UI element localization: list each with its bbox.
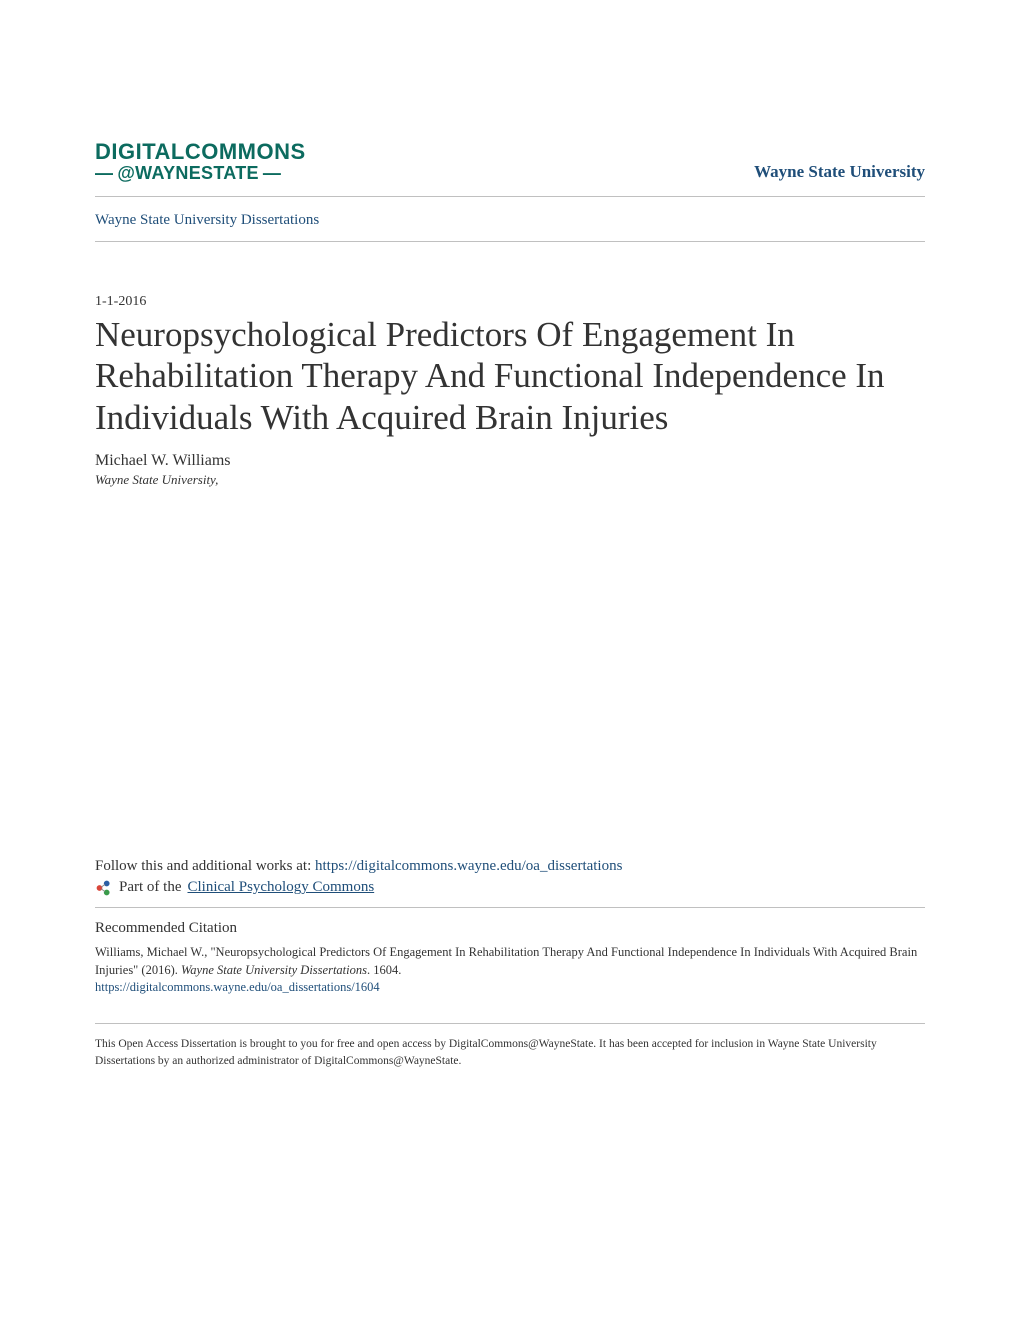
citation-url-link[interactable]: https://digitalcommons.wayne.edu/oa_diss… [95, 980, 925, 995]
collection-link[interactable]: Wayne State University Dissertations [95, 212, 319, 228]
footer-text: This Open Access Dissertation is brought… [95, 1036, 925, 1071]
network-icon [95, 879, 113, 897]
partof-line: Part of the Clinical Psychology Commons [95, 879, 925, 897]
follow-url-link[interactable]: https://digitalcommons.wayne.edu/oa_diss… [315, 858, 622, 874]
author-affiliation: Wayne State University [95, 472, 925, 488]
logo-line1: DIGITALCOMMONS [95, 140, 306, 164]
main-content: 1-1-2016 Neuropsychological Predictors O… [95, 294, 925, 488]
partof-prefix: Part of the [119, 879, 181, 896]
publication-date: 1-1-2016 [95, 294, 925, 310]
citation-text: Williams, Michael W., "Neuropsychologica… [95, 943, 925, 979]
record-title: Neuropsychological Predictors Of Engagem… [95, 314, 925, 438]
citation-block: Recommended Citation Williams, Michael W… [95, 907, 925, 995]
commons-link[interactable]: Clinical Psychology Commons [187, 879, 374, 896]
author-name: Michael W. Williams [95, 452, 925, 470]
logo-line2: @WAYNESTATE [95, 164, 306, 184]
follow-line: Follow this and additional works at: htt… [95, 858, 925, 875]
header-row: DIGITALCOMMONS @WAYNESTATE Wayne State U… [95, 140, 925, 197]
follow-prefix: Follow this and additional works at: [95, 858, 315, 874]
citation-series: Wayne State University Dissertations [181, 963, 367, 977]
footer-block: This Open Access Dissertation is brought… [95, 1023, 925, 1071]
collection-row: Wayne State University Dissertations [95, 197, 925, 242]
citation-post: . 1604. [367, 963, 401, 977]
follow-section: Follow this and additional works at: htt… [95, 858, 925, 1071]
logo: DIGITALCOMMONS @WAYNESTATE [95, 140, 306, 184]
citation-heading: Recommended Citation [95, 920, 925, 937]
university-name-link[interactable]: Wayne State University [754, 162, 925, 184]
